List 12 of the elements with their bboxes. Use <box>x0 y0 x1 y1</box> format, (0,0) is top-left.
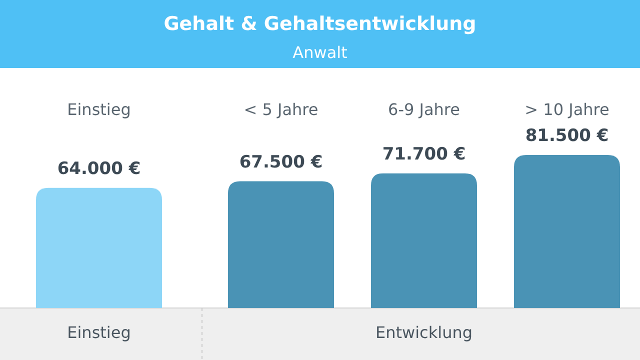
text: Einstieg <box>67 323 131 342</box>
x-tick-label: Einstieg <box>67 100 131 119</box>
data-label: 71.700 € <box>382 144 466 164</box>
chart-title: Gehalt & Gehaltsentwicklung <box>164 13 476 35</box>
data-label: 64.000 € <box>57 158 141 179</box>
chart-subtitle: Anwalt <box>292 43 348 62</box>
text: Entwicklung <box>376 323 472 342</box>
x-tick-label: 6-9 Jahre <box>388 100 460 119</box>
x-tick-label: < 5 Jahre <box>244 100 318 119</box>
x-tick-label: > 10 Jahre <box>524 100 610 119</box>
data-label: 67.500 € <box>239 152 323 172</box>
data-label: 81.500 € <box>525 126 609 146</box>
